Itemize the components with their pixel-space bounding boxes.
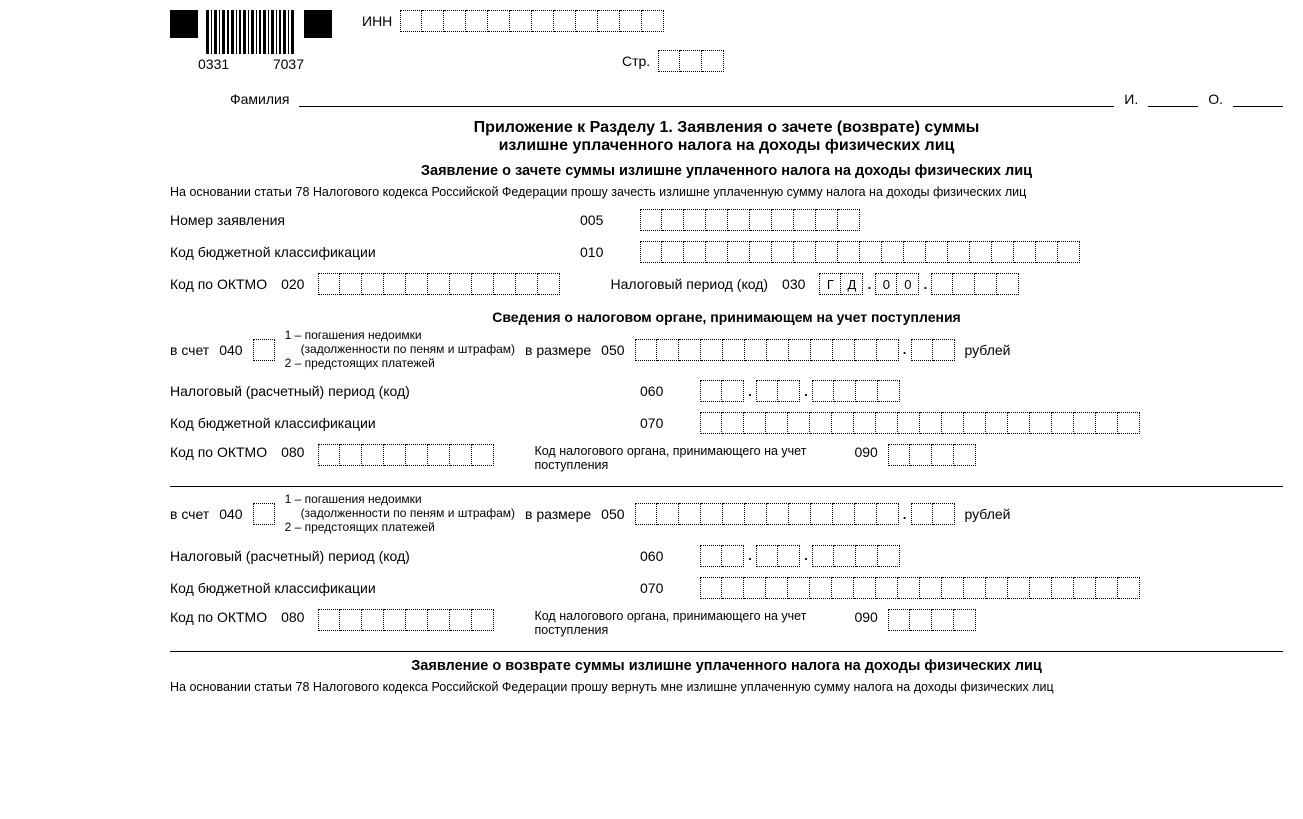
tax-org-label: Код налогового органа, принимающего на у… (534, 444, 844, 472)
v-schet-code: 040 (219, 506, 242, 522)
tax-org-cells[interactable] (888, 609, 976, 631)
kbk-label: Код бюджетной классификации (170, 244, 580, 260)
nal-period-cells[interactable]: .. (700, 545, 900, 567)
kbk2-cells[interactable] (700, 412, 1140, 434)
amount-cells[interactable]: . (635, 503, 955, 525)
page-row: Стр. (362, 50, 724, 72)
nal-period-label: Налоговый (расчетный) период (код) (170, 548, 640, 564)
oktmo-label: Код по ОКТМО (170, 276, 267, 292)
rub-label: рублей (965, 506, 1011, 522)
nal-period-label: Налоговый (расчетный) период (код) (170, 383, 640, 399)
v-razmere-code: 050 (601, 506, 624, 522)
kbk2-code: 070 (640, 580, 700, 596)
svedeniya-title: Сведения о налоговом органе, принимающем… (170, 309, 1283, 325)
tax-org-label: Код налогового органа, принимающего на у… (534, 609, 844, 637)
kbk-cells[interactable] (640, 241, 1080, 263)
oktmo2-code: 080 (281, 609, 304, 625)
oktmo-cells[interactable] (318, 273, 560, 295)
v-razmere-code: 050 (601, 342, 624, 358)
tax-org-code: 090 (854, 444, 877, 460)
tax-period-code: 030 (782, 276, 805, 292)
o-field[interactable] (1233, 88, 1283, 107)
rub-label: рублей (965, 342, 1011, 358)
oktmo-code: 020 (281, 276, 304, 292)
v-schet-label: в счет (170, 342, 209, 358)
allocation-block-2: в счет 040 1 – погашения недоимки (задол… (170, 493, 1283, 636)
oktmo2-label: Код по ОКТМО (170, 444, 267, 460)
tax-org-code: 090 (854, 609, 877, 625)
inn-cells[interactable] (400, 10, 664, 32)
oktmo2-label: Код по ОКТМО (170, 609, 267, 625)
kbk2-code: 070 (640, 415, 700, 431)
legend-1b: (задолженности по пеням и штрафам) (285, 507, 515, 521)
title-line1: Приложение к Разделу 1. Заявления о заче… (170, 119, 1283, 137)
barcode-block: 0331 7037 (170, 10, 332, 72)
tax-period-label: Налоговый период (код) (610, 276, 768, 292)
tax-period-cells[interactable]: ГД.00. (819, 273, 1019, 295)
i-field[interactable] (1148, 88, 1198, 107)
app-number-cells[interactable] (640, 209, 860, 231)
kbk-code: 010 (580, 244, 640, 260)
barcode-number-left: 0331 (198, 56, 229, 72)
nal-period-code: 060 (640, 548, 700, 564)
page-cells[interactable] (658, 50, 724, 72)
basis-return: На основании статьи 78 Налогового кодекс… (170, 680, 1283, 694)
inn-row: ИНН (362, 10, 724, 32)
legend-1: 1 – погашения недоимки (285, 493, 515, 507)
barcode-bars (206, 10, 296, 54)
nal-period-code: 060 (640, 383, 700, 399)
tax-org-cells[interactable] (888, 444, 976, 466)
v-razmere-label: в размере (525, 506, 591, 522)
app-number-label: Номер заявления (170, 212, 580, 228)
inn-label: ИНН (362, 13, 392, 29)
legend-1: 1 – погашения недоимки (285, 329, 515, 343)
app-number-code: 005 (580, 212, 640, 228)
oktmo2-cells[interactable] (318, 609, 494, 631)
surname-label: Фамилия (230, 91, 289, 107)
kbk2-cells[interactable] (700, 577, 1140, 599)
oktmo2-code: 080 (281, 444, 304, 460)
o-label: О. (1208, 91, 1223, 107)
barcode-number-right: 7037 (273, 56, 304, 72)
v-schet-cell[interactable] (253, 339, 275, 361)
v-schet-label: в счет (170, 506, 209, 522)
nal-period-cells[interactable]: .. (700, 380, 900, 402)
surname-field[interactable] (299, 88, 1114, 107)
v-schet-cell[interactable] (253, 503, 275, 525)
kbk2-label: Код бюджетной классификации (170, 415, 640, 431)
page-label: Стр. (622, 53, 650, 69)
i-label: И. (1124, 91, 1138, 107)
v-schet-code: 040 (219, 342, 242, 358)
kbk2-label: Код бюджетной классификации (170, 580, 640, 596)
subtitle-return: Заявление о возврате суммы излишне уплач… (170, 658, 1283, 674)
row-020-030: Код по ОКТМО 020 Налоговый период (код) … (170, 273, 1283, 295)
legend-2: 2 – предстоящих платежей (285, 521, 515, 535)
amount-cells[interactable]: . (635, 339, 955, 361)
legend-1b: (задолженности по пеням и штрафам) (285, 343, 515, 357)
surname-row: Фамилия И. О. (170, 88, 1283, 107)
subtitle-offset: Заявление о зачете суммы излишне уплачен… (170, 163, 1283, 179)
legend-2: 2 – предстоящих платежей (285, 357, 515, 371)
row-010: Код бюджетной классификации 010 (170, 241, 1283, 263)
title-line2: излишне уплаченного налога на доходы физ… (170, 137, 1283, 155)
basis-offset: На основании статьи 78 Налогового кодекс… (170, 185, 1283, 199)
row-005: Номер заявления 005 (170, 209, 1283, 231)
oktmo2-cells[interactable] (318, 444, 494, 466)
allocation-block-1: в счет 040 1 – погашения недоимки (задол… (170, 329, 1283, 472)
v-razmere-label: в размере (525, 342, 591, 358)
